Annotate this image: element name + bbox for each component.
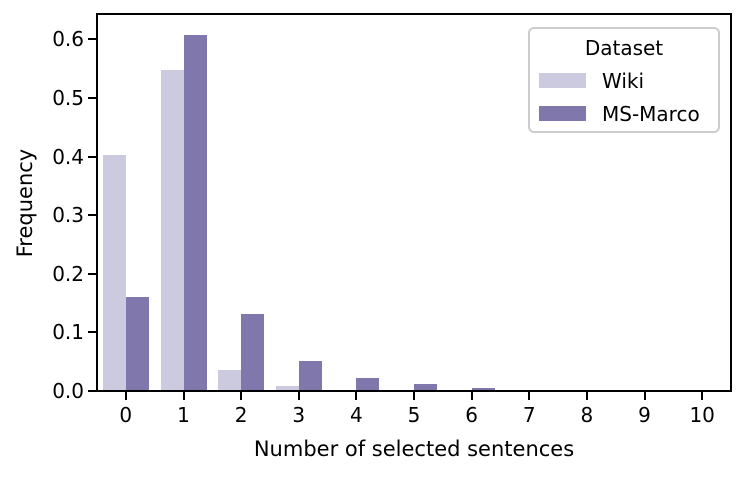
x-tick-label-7: 7 — [522, 403, 536, 427]
x-tick-label-2: 2 — [234, 403, 248, 427]
x-tick-10 — [701, 392, 704, 400]
x-tick-label-8: 8 — [580, 403, 594, 427]
y-tick-label-0.2: 0.2 — [52, 261, 84, 286]
bar-wiki-1 — [160, 69, 184, 391]
x-axis-label: Number of selected sentences — [253, 437, 575, 461]
spine-left — [96, 13, 98, 392]
y-tick-label-0.6: 0.6 — [52, 27, 84, 52]
legend-swatch-wiki — [539, 73, 586, 88]
bar-ms-marco-4 — [356, 377, 380, 391]
x-tick-label-0: 0 — [119, 403, 133, 427]
x-tick-label-6: 6 — [465, 403, 478, 427]
y-tick-0.1 — [88, 331, 97, 334]
y-tick-0.4 — [88, 155, 97, 158]
x-tick-label-3: 3 — [292, 403, 306, 427]
y-tick-label-0.5: 0.5 — [52, 85, 84, 110]
x-tick-7 — [528, 392, 531, 400]
legend-entries: Wiki MS-Marco — [530, 68, 718, 126]
bar-ms-marco-0 — [125, 297, 149, 391]
x-tick-label-1: 1 — [177, 403, 190, 427]
x-tick-8 — [585, 392, 588, 400]
bar-ms-marco-6 — [471, 387, 495, 391]
x-tick-label-4: 4 — [350, 403, 363, 427]
bar-ms-marco-2 — [241, 314, 265, 391]
bar-wiki-3 — [275, 386, 299, 391]
legend-label-ms-marco: MS-Marco — [602, 101, 700, 126]
x-tick-2 — [240, 392, 243, 400]
x-tick-label-9: 9 — [638, 403, 651, 427]
legend-row-wiki: Wiki — [539, 68, 718, 93]
x-tick-0 — [124, 392, 127, 400]
y-tick-label-0.3: 0.3 — [52, 203, 84, 228]
x-tick-label-10: 10 — [689, 403, 715, 427]
x-tick-label-5: 5 — [407, 403, 421, 427]
y-tick-label-0.1: 0.1 — [52, 320, 84, 345]
x-tick-4 — [355, 392, 358, 400]
y-tick-0.0 — [88, 390, 97, 392]
legend-swatch-ms-marco — [539, 106, 586, 121]
x-tick-1 — [182, 392, 185, 400]
x-tick-5 — [413, 392, 415, 400]
y-tick-label-0.4: 0.4 — [52, 144, 84, 169]
spine-top — [96, 13, 732, 15]
legend-title: Dataset — [584, 36, 664, 60]
y-tick-0.2 — [88, 272, 97, 275]
legend-label-wiki: Wiki — [602, 68, 645, 93]
spine-bottom — [96, 390, 732, 392]
x-tick-3 — [297, 392, 300, 400]
bar-wiki-0 — [102, 154, 126, 391]
y-tick-0.3 — [88, 214, 97, 217]
spine-right — [730, 13, 732, 392]
x-tick-6 — [470, 392, 473, 400]
y-tick-0.5 — [88, 96, 97, 99]
bar-ms-marco-5 — [414, 384, 437, 391]
bar-wiki-2 — [218, 369, 242, 391]
y-tick-0.6 — [88, 38, 97, 41]
bar-ms-marco-3 — [298, 360, 322, 391]
y-tick-label-0.0: 0.0 — [52, 379, 84, 403]
legend-row-ms-marco: MS-Marco — [539, 101, 718, 126]
legend: Dataset Wiki MS-Marco — [528, 27, 720, 133]
bar-ms-marco-1 — [183, 35, 207, 391]
x-tick-9 — [643, 392, 646, 400]
